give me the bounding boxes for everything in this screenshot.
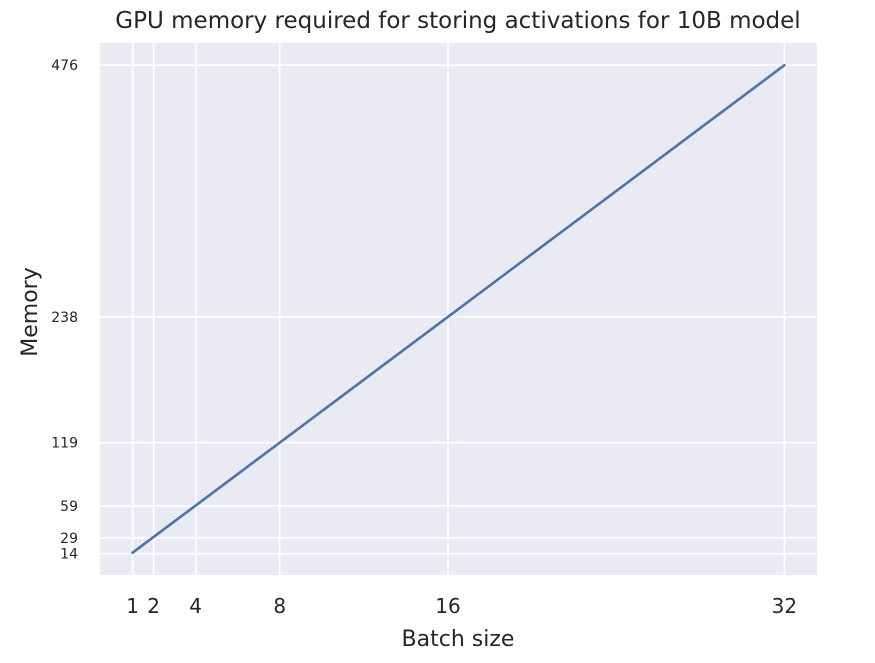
grid-lines [100,43,817,575]
y-tick-label: 59 [60,499,78,515]
y-axis-title: Memory [18,267,43,356]
y-tick-label: 119 [51,436,78,452]
x-axis-title: Batch size [402,627,515,652]
series-line [131,63,786,554]
x-tick-label: 8 [273,594,286,618]
chart-title: GPU memory required for storing activati… [115,8,800,34]
y-tick-label: 476 [51,58,78,74]
x-tick-label: 2 [147,594,160,618]
y-tick-label: 14 [60,547,78,563]
x-tick-label: 32 [772,594,797,618]
x-tick-label: 1 [126,594,139,618]
y-tick-label: 29 [60,531,78,547]
x-tick-label: 16 [435,594,460,618]
x-tick-labels: 1 2 4 8 16 32 [126,594,797,618]
x-tick-label: 4 [189,594,202,618]
y-tick-label: 238 [51,310,78,326]
series-layer [131,63,786,554]
